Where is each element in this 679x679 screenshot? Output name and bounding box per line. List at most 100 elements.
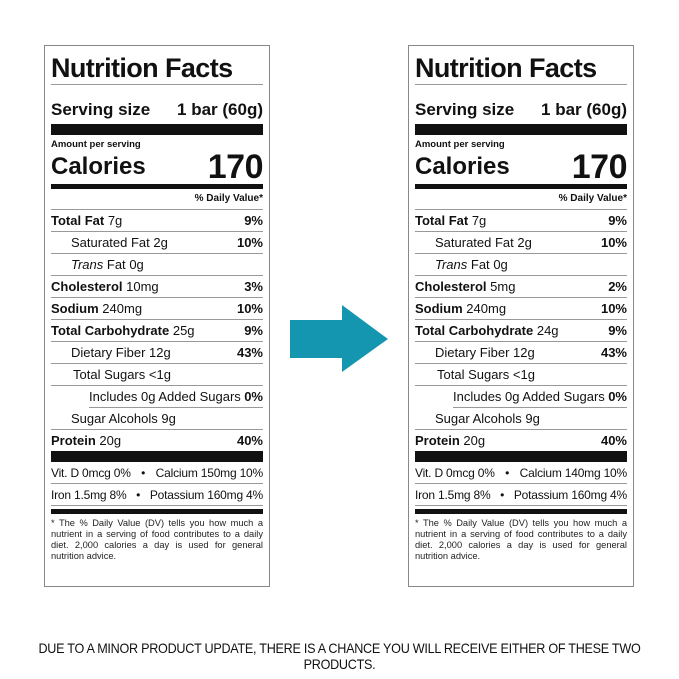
nutrient-daily-value: 9%	[244, 323, 263, 338]
nutrient-name: Dietary Fiber 12g	[415, 342, 535, 363]
amount-per-serving: Amount per serving	[51, 139, 141, 150]
nutrient-row: Includes 0g Added Sugars 0%	[453, 386, 627, 408]
nutrient-label: Total Sugars	[73, 367, 146, 382]
nutrient-amount: 10mg	[126, 279, 159, 294]
serving-size-row: Serving size 1 bar (60g)	[415, 99, 627, 121]
calories-label: Calories	[51, 153, 146, 180]
serving-size-value: 1 bar (60g)	[541, 100, 627, 119]
nutrient-amount: 9g	[525, 411, 540, 426]
nutrient-daily-value: 9%	[244, 213, 263, 228]
nutrient-daily-value: 10%	[600, 301, 627, 316]
nutrient-amount: 25g	[172, 323, 195, 338]
nutrient-daily-value: 43%	[236, 345, 263, 360]
nutrient-amount: 12g	[149, 345, 171, 360]
nutrient-row: Sugar Alcohols 9g	[415, 408, 627, 430]
nutrient-amount: 2g	[517, 235, 532, 250]
nutrient-row: Saturated Fat 2g 10%	[51, 232, 263, 254]
nutrient-name: Includes 0g Added Sugars	[453, 386, 605, 407]
nutrient-amount: 24g	[536, 323, 559, 338]
vitamin-item: Iron 1.5mg 8%	[415, 488, 491, 502]
nutrient-label: Saturated Fat	[435, 235, 514, 250]
nutrient-italic-name: Trans	[71, 257, 104, 272]
nutrient-label: Fat	[106, 257, 126, 272]
nutrient-label: Fat	[470, 257, 490, 272]
nutrient-amount: 20g	[99, 433, 122, 448]
thick-divider	[51, 124, 263, 135]
medium-divider	[51, 184, 263, 189]
vitamin-row: Vit. D 0mcg 0% • Calcium 150mg 10%	[51, 462, 263, 484]
nutrient-name: Total Sugars <1g	[415, 364, 535, 385]
nutrient-row: Total Fat 7g 9%	[415, 210, 627, 232]
label-title: Nutrition Facts	[415, 53, 597, 83]
vitamin-item: Potassium 160mg 4%	[513, 488, 627, 502]
bullet: •	[500, 488, 505, 502]
nutrition-label-original: Nutrition Facts Serving size 1 bar (60g) Am…	[44, 45, 270, 587]
vitamin-item: Calcium 150mg 10%	[155, 466, 264, 480]
nutrient-amount: 7g	[107, 213, 123, 228]
nutrient-label: Saturated Fat	[71, 235, 150, 250]
daily-value-header: % Daily Value*	[415, 189, 627, 210]
nutrient-amount: 2g	[153, 235, 168, 250]
nutrient-amount: 7g	[471, 213, 487, 228]
serving-size-row: Serving size 1 bar (60g)	[51, 99, 263, 121]
serving-size-label: Serving size	[51, 100, 151, 119]
nutrient-label: Sugar Alcohols	[435, 411, 522, 426]
nutrient-row: Total Sugars <1g	[415, 364, 627, 386]
nutrient-amount: 240mg	[102, 301, 143, 316]
bullet: •	[141, 466, 146, 480]
nutrient-daily-value: 43%	[600, 345, 627, 360]
nutrient-row: Trans Fat 0g	[415, 254, 627, 276]
nutrient-daily-value: 40%	[236, 433, 263, 448]
nutrient-row: Cholesterol 10mg 3%	[51, 276, 263, 298]
vitamin-item: Calcium 140mg 10%	[519, 466, 628, 480]
nutrient-daily-value: 2%	[608, 279, 627, 294]
nutrient-row: Total Fat 7g 9%	[51, 210, 263, 232]
nutrient-amount: 240mg	[466, 301, 507, 316]
vitamin-item: Potassium 160mg 4%	[149, 488, 263, 502]
amount-per-serving: Amount per serving	[415, 139, 505, 150]
nutrient-daily-value: 10%	[236, 235, 263, 250]
calories-row: Calories 170	[415, 150, 628, 184]
nutrient-amount: 9g	[161, 411, 176, 426]
calories-value: 170	[207, 148, 264, 186]
thick-divider	[51, 451, 263, 462]
nutrient-bold-name: Cholesterol	[415, 279, 487, 294]
nutrient-name: Sodium 240mg	[51, 298, 142, 319]
nutrient-name: Includes 0g Added Sugars	[89, 386, 241, 407]
nutrient-name: Total Carbohydrate 25g	[51, 320, 195, 341]
nutrient-row: Protein 20g 40%	[51, 430, 263, 451]
nutrient-name: Protein 20g	[415, 430, 485, 451]
nutrient-name: Cholesterol 5mg	[415, 276, 515, 297]
nutrient-daily-value: 0%	[608, 389, 627, 404]
nutrient-row: Trans Fat 0g	[51, 254, 263, 276]
calories-row: Calories 170	[51, 148, 264, 186]
nutrient-name: Saturated Fat 2g	[51, 232, 168, 253]
nutrient-daily-value: 40%	[600, 433, 627, 448]
nutrient-row: Cholesterol 5mg 2%	[415, 276, 627, 298]
arrow-right-icon	[290, 305, 388, 372]
nutrient-bold-name: Sodium	[415, 301, 463, 316]
arrow-shape	[290, 305, 388, 372]
vitamin-row: Iron 1.5mg 8% • Potassium 160mg 4%	[51, 484, 263, 506]
nutrient-name: Sugar Alcohols 9g	[51, 408, 176, 429]
nutrient-row: Protein 20g 40%	[415, 430, 627, 451]
serving-size-label: Serving size	[415, 100, 515, 119]
nutrient-bold-name: Total Carbohydrate	[51, 323, 170, 338]
caption-text: DUE TO A MINOR PRODUCT UPDATE, THERE IS …	[38, 640, 641, 672]
daily-value-header: % Daily Value*	[51, 189, 263, 210]
nutrient-name: Total Fat 7g	[415, 210, 486, 231]
nutrient-label: Includes 0g Added Sugars	[453, 389, 605, 404]
bullet: •	[505, 466, 510, 480]
nutrient-label: Dietary Fiber	[71, 345, 146, 360]
nutrient-daily-value: 10%	[600, 235, 627, 250]
nutrient-amount: 20g	[463, 433, 486, 448]
nutrient-name: Total Sugars <1g	[51, 364, 171, 385]
nutrient-name: Cholesterol 10mg	[51, 276, 159, 297]
nutrient-amount: 0g	[129, 257, 144, 272]
nutrient-name: Sugar Alcohols 9g	[415, 408, 540, 429]
nutrient-bold-name: Total Carbohydrate	[415, 323, 534, 338]
nutrient-name: Trans Fat 0g	[51, 254, 144, 275]
thick-divider	[415, 451, 627, 462]
vitamin-row: Vit. D 0mcg 0% • Calcium 140mg 10%	[415, 462, 627, 484]
nutrient-label: Includes 0g Added Sugars	[89, 389, 241, 404]
